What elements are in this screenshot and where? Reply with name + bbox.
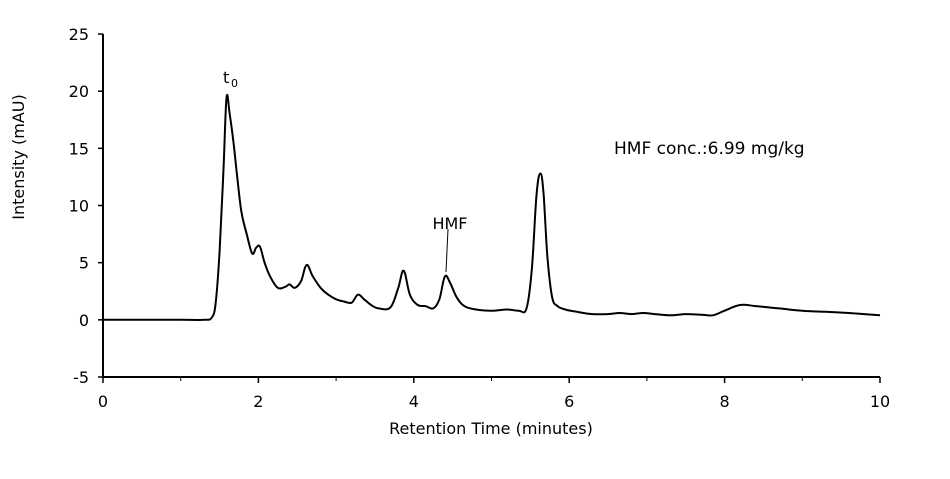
y-tick-label: 10 <box>69 197 89 216</box>
hmf-concentration-annotation: HMF conc.:6.99 mg/kg <box>614 139 805 159</box>
y-tick-label: 15 <box>69 139 89 158</box>
x-axis-title: Retention Time (minutes) <box>389 419 593 438</box>
x-tick-label: 4 <box>409 392 419 411</box>
x-tick-label: 6 <box>564 392 574 411</box>
x-tick-label: 10 <box>870 392 890 411</box>
t0-label: t 0 <box>223 68 238 90</box>
y-tick-label: -5 <box>73 368 89 387</box>
hmf-leader-line <box>445 228 449 273</box>
x-tick-label: 2 <box>253 392 263 411</box>
svg-text:0: 0 <box>231 77 238 90</box>
y-axis-title: Intensity (mAU) <box>9 94 28 219</box>
y-axis-ticks: -5 0 5 10 15 20 25 <box>69 25 103 387</box>
y-tick-label: 25 <box>69 25 89 44</box>
chromatogram-trace <box>103 94 881 321</box>
axes <box>102 34 880 378</box>
y-tick-label: 0 <box>79 311 89 330</box>
x-tick-label: 0 <box>98 392 108 411</box>
x-axis-ticks: 0 2 4 6 8 10 <box>98 377 890 411</box>
y-tick-label: 20 <box>69 82 89 101</box>
y-tick-label: 5 <box>79 254 89 273</box>
hmf-peak-label: HMF <box>432 214 467 233</box>
x-tick-label: 8 <box>720 392 730 411</box>
svg-text:t: t <box>223 68 229 87</box>
